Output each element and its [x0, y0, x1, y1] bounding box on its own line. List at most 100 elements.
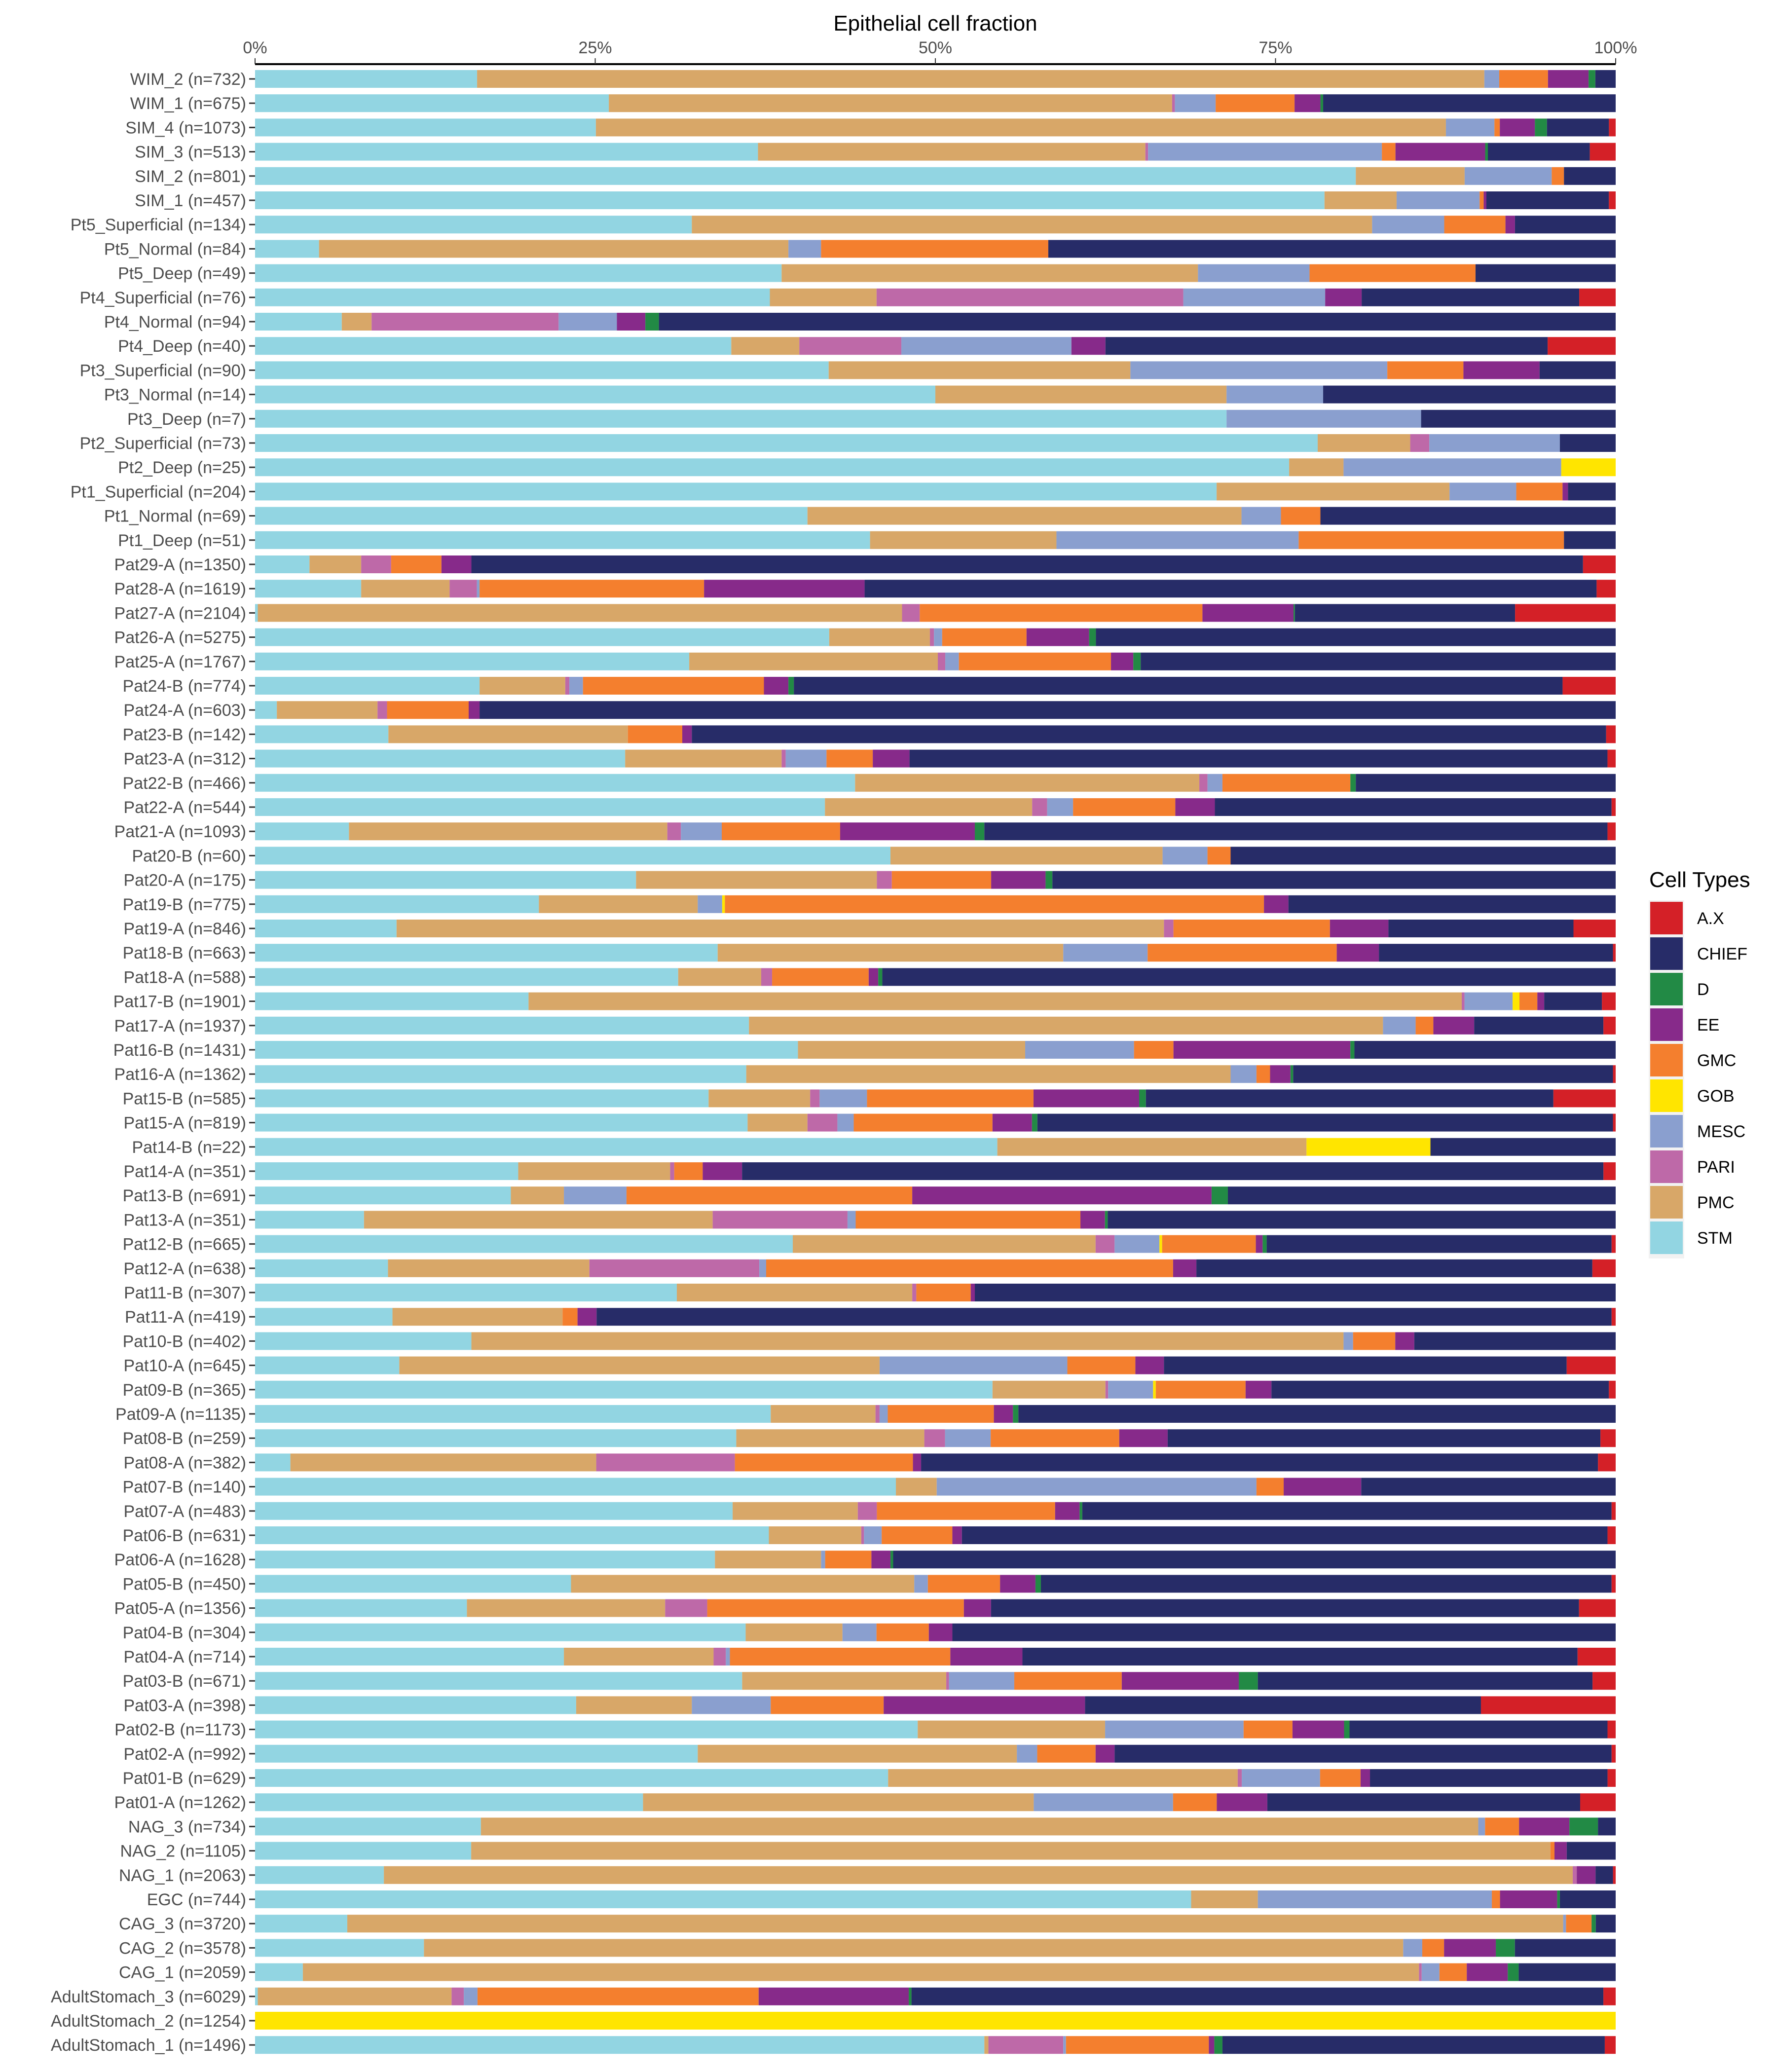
bar-segment-mesc [842, 1623, 877, 1641]
bar-segment-ee [1033, 1089, 1140, 1108]
bar-segment-chief [1018, 1405, 1616, 1423]
bar-segment-mesc [1162, 847, 1208, 865]
bar-segment-gmc [891, 871, 992, 889]
bar-row [255, 434, 1616, 452]
bar-segment-ee [1055, 1502, 1080, 1520]
bar-row [255, 2012, 1616, 2030]
bar-segment-pmc [1356, 167, 1465, 185]
bar-segment-pmc [717, 944, 1064, 962]
bar-segment-ee [1121, 1672, 1239, 1690]
bar-segment-stm [255, 409, 1227, 428]
legend-label: EE [1697, 1016, 1719, 1035]
bar-segment-ee [952, 1526, 962, 1544]
bar-segment-pmc [388, 725, 628, 743]
bar-segment-mesc [464, 1987, 478, 2005]
bar-segment-ax [1607, 1769, 1616, 1787]
bar-segment-pmc [384, 1866, 1573, 1884]
bar-segment-d [1035, 1575, 1041, 1593]
bar-segment-stm [255, 1963, 303, 1981]
bar-segment-stm [255, 94, 609, 112]
y-tick-label: Pat19-A (n=846) [123, 920, 246, 938]
bar-segment-ee [928, 1623, 953, 1641]
bar-segment-gmc [707, 1599, 964, 1617]
bar-row [255, 895, 1616, 913]
bar-segment-ee [1444, 1939, 1496, 1957]
bar-segment-pmc [745, 1623, 843, 1641]
y-tick-label: Pat20-A (n=175) [123, 871, 246, 890]
bar-segment-chief [1598, 1817, 1616, 1836]
bar-segment-pari [1572, 1866, 1577, 1884]
legend-swatch-pmc [1650, 1186, 1683, 1219]
bar-segment-chief [1595, 1915, 1616, 1933]
bar-segment-gmc [876, 1623, 929, 1641]
bar-segment-gmc [1073, 798, 1176, 816]
bar-segment-pari [1032, 798, 1047, 816]
bar-segment-gmc [888, 1405, 994, 1423]
bar-segment-gmc [583, 677, 764, 695]
bar-segment-chief [1544, 992, 1602, 1010]
bar-segment-chief [1388, 920, 1574, 937]
bar-segment-stm [255, 143, 758, 161]
y-tick-label: Pat05-A (n=1356) [114, 1599, 246, 1618]
legend-swatch-ax [1650, 902, 1683, 934]
bar-segment-mesc [1226, 409, 1421, 428]
bar-segment-pari [371, 313, 559, 331]
bar-segment-pmc [758, 143, 1146, 161]
bar-row [255, 1696, 1616, 1714]
bar-segment-mesc [1025, 1041, 1134, 1059]
bar-segment-gmc [821, 240, 1048, 258]
bar-row [255, 1380, 1616, 1399]
bar-segment-gmc [855, 1211, 1081, 1229]
bar-segment-gob [1306, 1138, 1431, 1156]
bar-segment-ax [1611, 1235, 1616, 1253]
bar-segment-chief [1595, 70, 1616, 88]
bar-segment-pari [877, 871, 892, 889]
bar-segment-chief [1096, 628, 1616, 646]
y-tick-label: Pt5_Deep (n=49) [118, 264, 246, 283]
y-axis-labels: WIM_2 (n=732) WIM_1 (n=675) SIM_4 (n=1073)… [51, 70, 255, 2055]
bar-segment-d [974, 822, 985, 841]
bar-segment-pari [665, 1599, 707, 1617]
bar-segment-pmc [277, 701, 378, 719]
y-tick-label: Pat13-B (n=691) [123, 1186, 246, 1205]
bar-segment-ee [1173, 1041, 1351, 1059]
bar-segment-ee [758, 1987, 909, 2005]
bar-segment-d [1589, 70, 1595, 88]
bar-segment-pmc [396, 920, 1164, 937]
y-tick-label: Pat12-B (n=665) [123, 1235, 246, 1254]
legend-swatch-d [1650, 973, 1683, 1005]
bar-row [255, 361, 1616, 379]
bar-segment-chief [1370, 1769, 1608, 1787]
bar-segment-mesc [1372, 216, 1444, 234]
bar-segment-stm [255, 1429, 737, 1447]
bar-segment-gmc [1037, 1744, 1096, 1763]
bar-segment-stm [255, 1259, 388, 1277]
bar-segment-chief [742, 1162, 1604, 1180]
bar-segment-pmc [471, 1332, 1344, 1350]
bar-row [255, 1235, 1616, 1253]
bar-segment-chief [1474, 1016, 1604, 1035]
bar-segment-pmc [539, 895, 698, 913]
bar-segment-stm [255, 240, 319, 258]
bar-segment-pmc [564, 1648, 714, 1665]
bar-segment-d [1105, 1211, 1108, 1229]
bar-segment-pari [713, 1648, 726, 1665]
bar-segment-pmc [341, 313, 372, 331]
bar-segment-ee [1135, 1356, 1164, 1374]
bar-segment-gmc [1499, 70, 1548, 88]
bar-segment-ax [1613, 944, 1616, 962]
y-tick-label: Pt3_Deep (n=7) [127, 410, 246, 429]
bar-segment-chief [1566, 1842, 1616, 1860]
bar-segment-pari [667, 822, 681, 841]
bar-segment-pmc [309, 555, 362, 573]
bar-segment-ax [1613, 1866, 1616, 1884]
y-tick-label: Pt1_Normal (n=69) [104, 507, 246, 526]
bar-segment-d [1045, 871, 1053, 889]
y-tick-label: Pat27-A (n=2104) [114, 604, 246, 623]
y-tick-label: Pt2_Superficial (n=73) [80, 434, 246, 453]
bar-row [255, 313, 1616, 331]
bar-row [255, 847, 1616, 865]
bar-segment-stm [255, 1623, 746, 1641]
bar-segment-pari [799, 337, 902, 355]
bar-segment-mesc [1207, 774, 1222, 792]
